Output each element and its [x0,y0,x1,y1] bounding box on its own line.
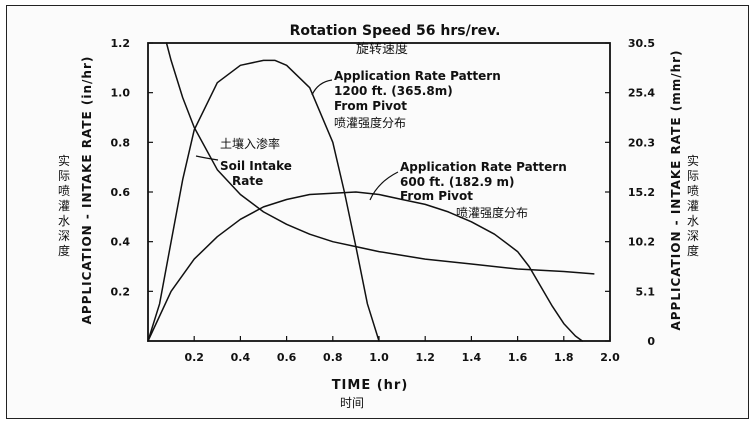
x-tick-label: 0.8 [323,351,343,364]
y-tick-label: 1.2 [111,37,131,50]
x-tick-label: 1.4 [462,351,482,364]
annotation-600ft-cn: 喷灌强度分布 [456,205,528,220]
y-tick-label: 0.8 [111,136,131,149]
annotation-1200ft-line3: From Pivot [334,99,407,113]
annotation-600ft-line3: From Pivot [400,189,473,203]
y-tick-label: 0.6 [111,186,131,199]
cn-vertical-char: 际 [687,169,699,183]
cn-vertical-char: 深 [687,229,699,243]
chart-subtitle: 旋转速度 [356,41,408,57]
annotation-1200ft-cn: 喷灌强度分布 [334,115,406,130]
right-y-axis-label: APPLICATION - INTAKE RATE (mm/hr) [669,49,683,330]
right-y-tick-label: 20.3 [628,136,655,149]
right-y-tick-label: 25.4 [628,87,655,100]
right-y-tick-label: 0 [647,335,655,348]
cn-vertical-char: 实 [687,153,699,168]
cn-vertical-char: 实 [58,153,70,168]
annotation-soil-cn: 土壤入渗率 [220,136,280,151]
cn-vertical-char: 喷 [58,184,70,198]
y-tick-label: 0.2 [111,285,131,298]
cn-vertical-char: 灌 [687,199,699,213]
annotation-600ft: Application Rate Pattern 600 ft. (182.9 … [400,160,567,220]
x-axis-label-cn: 时间 [340,396,364,410]
x-tick-label: 1.8 [554,351,574,364]
series-soil-intake-line [165,42,595,275]
annotation-soil-line2: Rate [232,174,263,188]
leader-600ft [369,171,399,201]
annotation-1200ft-line2: 1200 ft. (365.8m) [334,84,453,98]
annotation-600ft-line1: Application Rate Pattern [400,160,567,174]
cn-vertical-char: 深 [58,229,70,243]
cn-vertical-char: 际 [58,169,70,183]
x-axis-ticks: 0.2 0.4 0.6 0.8 1.0 1.2 1.4 1.6 1.8 2.0 [184,336,620,364]
cn-vertical-char: 水 [58,214,70,228]
chart-title: Rotation Speed 56 hrs/rev. [290,23,501,39]
right-y-axis-ticks: 0 5.1 10.2 15.2 20.3 25.4 30.5 [605,37,655,348]
x-tick-label: 1.0 [369,351,389,364]
x-tick-label: 0.6 [277,351,297,364]
cn-vertical-char: 水 [687,214,699,228]
right-y-tick-label: 5.1 [636,285,656,298]
annotation-1200ft-line1: Application Rate Pattern [334,69,501,83]
cn-vertical-char: 灌 [58,199,70,213]
leader-1200ft [311,79,333,96]
annotation-1200ft: Application Rate Pattern 1200 ft. (365.8… [334,69,501,130]
annotation-600ft-line2: 600 ft. (182.9 m) [400,175,515,189]
x-axis-label: TIME (hr) [332,378,409,393]
left-y-axis-ticks: 0.2 0.4 0.6 0.8 1.0 1.2 [111,37,153,298]
figure-frame [6,5,749,419]
annotation-soil-line1: Soil Intake [220,159,292,173]
right-y-tick-label: 15.2 [628,186,655,199]
left-y-axis-label: APPLICATION - INTAKE RATE (in/hr) [80,56,94,325]
annotation-soil-intake: 土壤入渗率 Soil Intake Rate [220,136,292,188]
cn-vertical-char: 度 [687,243,699,258]
x-tick-label: 0.2 [184,351,204,364]
x-tick-label: 0.4 [231,351,251,364]
cn-vertical-char: 度 [58,243,70,258]
x-tick-label: 2.0 [600,351,620,364]
series-1200ft-line [147,59,380,342]
leader-soil [195,155,219,161]
x-tick-label: 1.6 [508,351,528,364]
y-tick-label: 0.4 [111,236,131,249]
right-y-tick-label: 10.2 [628,236,655,249]
x-tick-label: 1.2 [415,351,435,364]
series-600ft-line [147,191,584,342]
y-tick-label: 1.0 [111,87,131,100]
series-lines [147,42,595,342]
cn-vertical-char: 喷 [687,184,699,198]
right-y-tick-label: 30.5 [628,37,655,50]
